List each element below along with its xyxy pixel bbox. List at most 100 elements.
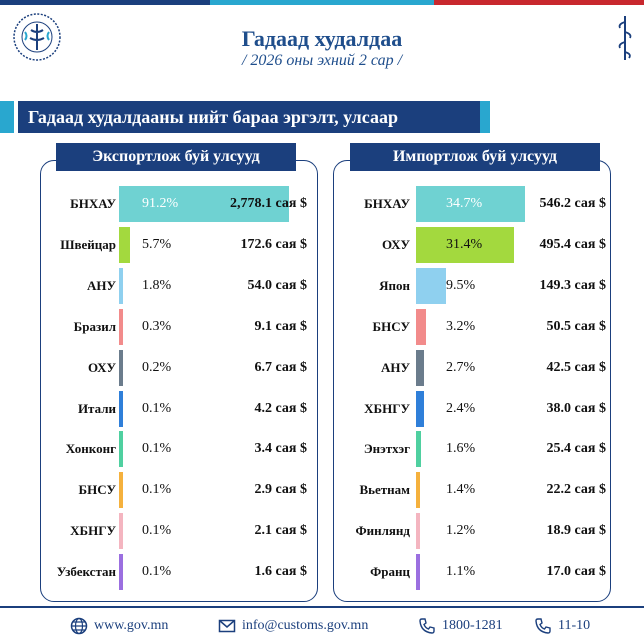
chart-bar [119,227,130,263]
chart-bar [119,513,123,549]
percent-label: 2.7% [446,360,476,375]
value-label: 495.4 сая $ [539,237,606,252]
country-label: ХБНГУ [364,401,410,416]
chart-bar [416,431,421,467]
country-label: Хонконг [65,441,116,456]
country-label: БНСУ [78,482,116,497]
banner-accent [480,101,490,133]
chart-bar [119,391,123,427]
percent-label: 0.1% [142,441,172,456]
country-label: БНСУ [372,319,410,334]
chart-bar [119,186,289,222]
value-label: 3.4 сая $ [254,441,307,456]
percent-label: 0.1% [142,564,172,579]
country-label: БНХАУ [70,196,116,211]
percent-label: 2.4% [446,401,476,416]
country-label: АНУ [380,360,410,375]
chart-bar [416,350,424,386]
chart-bar [416,472,420,508]
chart-bar [119,554,123,590]
value-label: 42.5 сая $ [546,360,606,375]
footer-short-number-text: 11-10 [558,618,591,633]
value-label: 172.6 сая $ [240,237,307,252]
value-label: 546.2 сая $ [539,196,606,211]
percent-label: 91.2% [142,196,179,211]
value-label: 1.6 сая $ [254,564,307,579]
chart-bar [416,513,420,549]
top-stripe [0,0,644,5]
export-panel-title: Экспортлож буй улсууд [56,143,296,171]
value-label: 18.9 сая $ [546,523,606,538]
chart-bar [119,268,123,304]
import-panel-title: Импортлож буй улсууд [350,143,600,171]
percent-label: 34.7% [446,196,483,211]
footer-website-text: www.gov.mn [94,618,169,633]
footer-phone[interactable]: 1800-1281 [418,616,528,636]
country-label: ОХУ [87,360,116,375]
mongolian-script-mark [618,16,632,60]
country-label: Узбекстан [56,564,116,579]
value-label: 22.2 сая $ [546,482,606,497]
value-label: 17.0 сая $ [546,564,606,579]
top-stripe-segment [210,0,434,5]
value-label: 9.1 сая $ [254,319,307,334]
country-label: ХБНГУ [70,523,116,538]
globe-icon [70,617,88,635]
percent-label: 9.5% [446,278,476,293]
phone-icon [419,618,435,634]
top-stripe-segment [434,0,644,5]
percent-label: 5.7% [142,237,172,252]
percent-label: 31.4% [446,237,483,252]
percent-label: 1.6% [446,441,476,456]
country-label: Франц [370,564,410,579]
value-label: 2,778.1 сая $ [230,196,307,211]
value-label: 6.7 сая $ [254,360,307,375]
percent-label: 0.1% [142,523,172,538]
footer-website[interactable]: www.gov.mn [70,616,190,636]
country-label: Финлянд [355,523,410,538]
chart-bar [119,472,123,508]
chart-bar [416,186,525,222]
percent-label: 0.3% [142,319,172,334]
country-label: БНХАУ [364,196,410,211]
percent-label: 0.1% [142,401,172,416]
chart-bar [119,431,123,467]
section-banner: Гадаад худалдааны нийт бараа эргэлт, улс… [0,101,490,135]
value-label: 2.9 сая $ [254,482,307,497]
footer-divider [0,606,644,608]
country-label: Вьетнам [359,482,410,497]
percent-label: 1.8% [142,278,172,293]
value-label: 4.2 сая $ [254,401,307,416]
country-label: АНУ [86,278,116,293]
value-label: 54.0 сая $ [247,278,307,293]
section-banner-label: Гадаад худалдааны нийт бараа эргэлт, улс… [18,101,480,133]
footer-phone-text: 1800-1281 [442,618,503,633]
chart-bar [416,309,426,345]
banner-accent [0,101,14,133]
value-label: 2.1 сая $ [254,523,307,538]
chart-bar [416,268,446,304]
percent-label: 3.2% [446,319,476,334]
country-label: Итали [77,401,116,416]
percent-label: 0.1% [142,482,172,497]
top-stripe-segment [0,0,210,5]
percent-label: 0.2% [142,360,172,375]
chart-bar [416,227,514,263]
mail-icon [218,619,236,633]
value-label: 25.4 сая $ [546,441,606,456]
footer-email-text: info@customs.gov.mn [242,618,369,633]
value-label: 38.0 сая $ [546,401,606,416]
percent-label: 1.4% [446,482,476,497]
country-label: Бразил [73,319,116,334]
value-label: 149.3 сая $ [539,278,606,293]
country-label: Энэтхэг [363,441,410,456]
chart-bar [416,554,420,590]
customs-logo [13,13,61,61]
chart-bar [119,309,123,345]
footer-short-number[interactable]: 11-10 [534,616,624,636]
footer-email[interactable]: info@customs.gov.mn [218,616,388,636]
chart-bar [416,391,424,427]
value-label: 50.5 сая $ [546,319,606,334]
phone-icon [535,618,551,634]
percent-label: 1.1% [446,564,476,579]
